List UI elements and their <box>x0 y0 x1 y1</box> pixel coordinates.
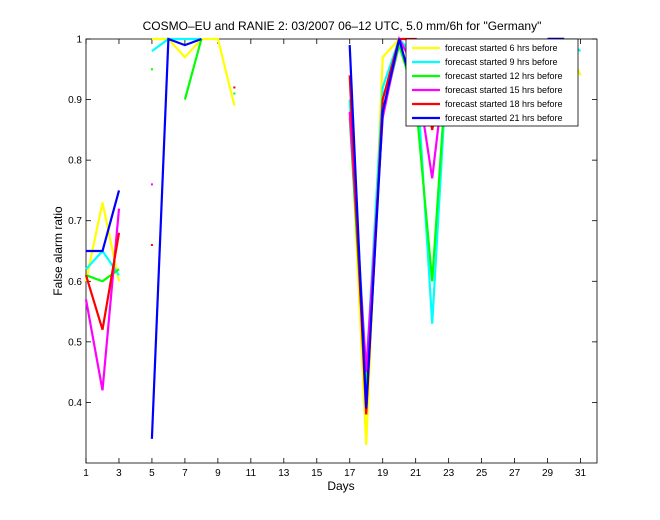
legend-entry: forecast started 12 hrs before <box>445 71 563 81</box>
legend-entry: forecast started 18 hrs before <box>445 99 563 109</box>
y-tick-label: 0.7 <box>68 216 82 227</box>
legend-entry: forecast started 9 hrs before <box>445 57 558 67</box>
x-tick-label: 27 <box>509 468 521 479</box>
x-tick-label: 25 <box>476 468 488 479</box>
x-axis-label: Days <box>327 479 354 493</box>
series-line <box>86 190 121 253</box>
x-tick-label: 31 <box>575 468 587 479</box>
x-tick-label: 7 <box>182 468 188 479</box>
x-tick-label: 9 <box>215 468 221 479</box>
series-line <box>84 232 121 331</box>
y-tick-label: 0.6 <box>68 277 82 288</box>
x-tick-label: 21 <box>410 468 422 479</box>
x-tick-label: 1 <box>83 468 89 479</box>
legend-box <box>405 38 579 127</box>
x-tick-label: 17 <box>344 468 356 479</box>
y-tick-label: 0.8 <box>68 156 82 167</box>
x-tick-label: 29 <box>542 468 554 479</box>
y-tick-label: 1 <box>76 35 82 46</box>
series-point <box>150 243 153 246</box>
series-line <box>151 37 202 52</box>
legend: forecast started 6 hrs before forecast st… <box>405 38 579 127</box>
series-line <box>183 38 203 100</box>
y-tick-label: 0.4 <box>68 398 82 409</box>
x-tick-label: 15 <box>311 468 323 479</box>
y-tick-label: 0.9 <box>68 95 82 106</box>
legend-entry: forecast started 15 hrs before <box>445 85 563 95</box>
x-tick-label: 13 <box>278 468 290 479</box>
y-axis-label: False alarm ratio <box>51 206 65 296</box>
x-tick-label: 23 <box>443 468 455 479</box>
series-line <box>151 37 236 106</box>
legend-entry: forecast started 6 hrs before <box>445 43 558 53</box>
x-axis: 1 3 5 7 9 11 13 15 17 19 21 23 25 27 29 31 <box>83 39 587 479</box>
series-point <box>233 92 236 95</box>
series-line <box>150 37 202 439</box>
legend-entry: forecast started 21 hrs before <box>445 113 563 123</box>
series-line <box>84 202 121 282</box>
x-tick-label: 3 <box>116 468 122 479</box>
y-tick-label: 0.5 <box>68 337 82 348</box>
x-tick-label: 19 <box>377 468 389 479</box>
x-tick-label: 5 <box>149 468 155 479</box>
x-tick-label: 11 <box>246 468 257 479</box>
series-point <box>150 183 153 186</box>
series-point <box>233 86 236 89</box>
series-point <box>150 68 153 71</box>
chart-title: COSMO–EU and RANIE 2: 03/2007 06–12 UTC,… <box>143 19 542 33</box>
y-axis: 0.4 0.5 0.6 0.7 0.8 0.9 1 <box>68 35 597 409</box>
